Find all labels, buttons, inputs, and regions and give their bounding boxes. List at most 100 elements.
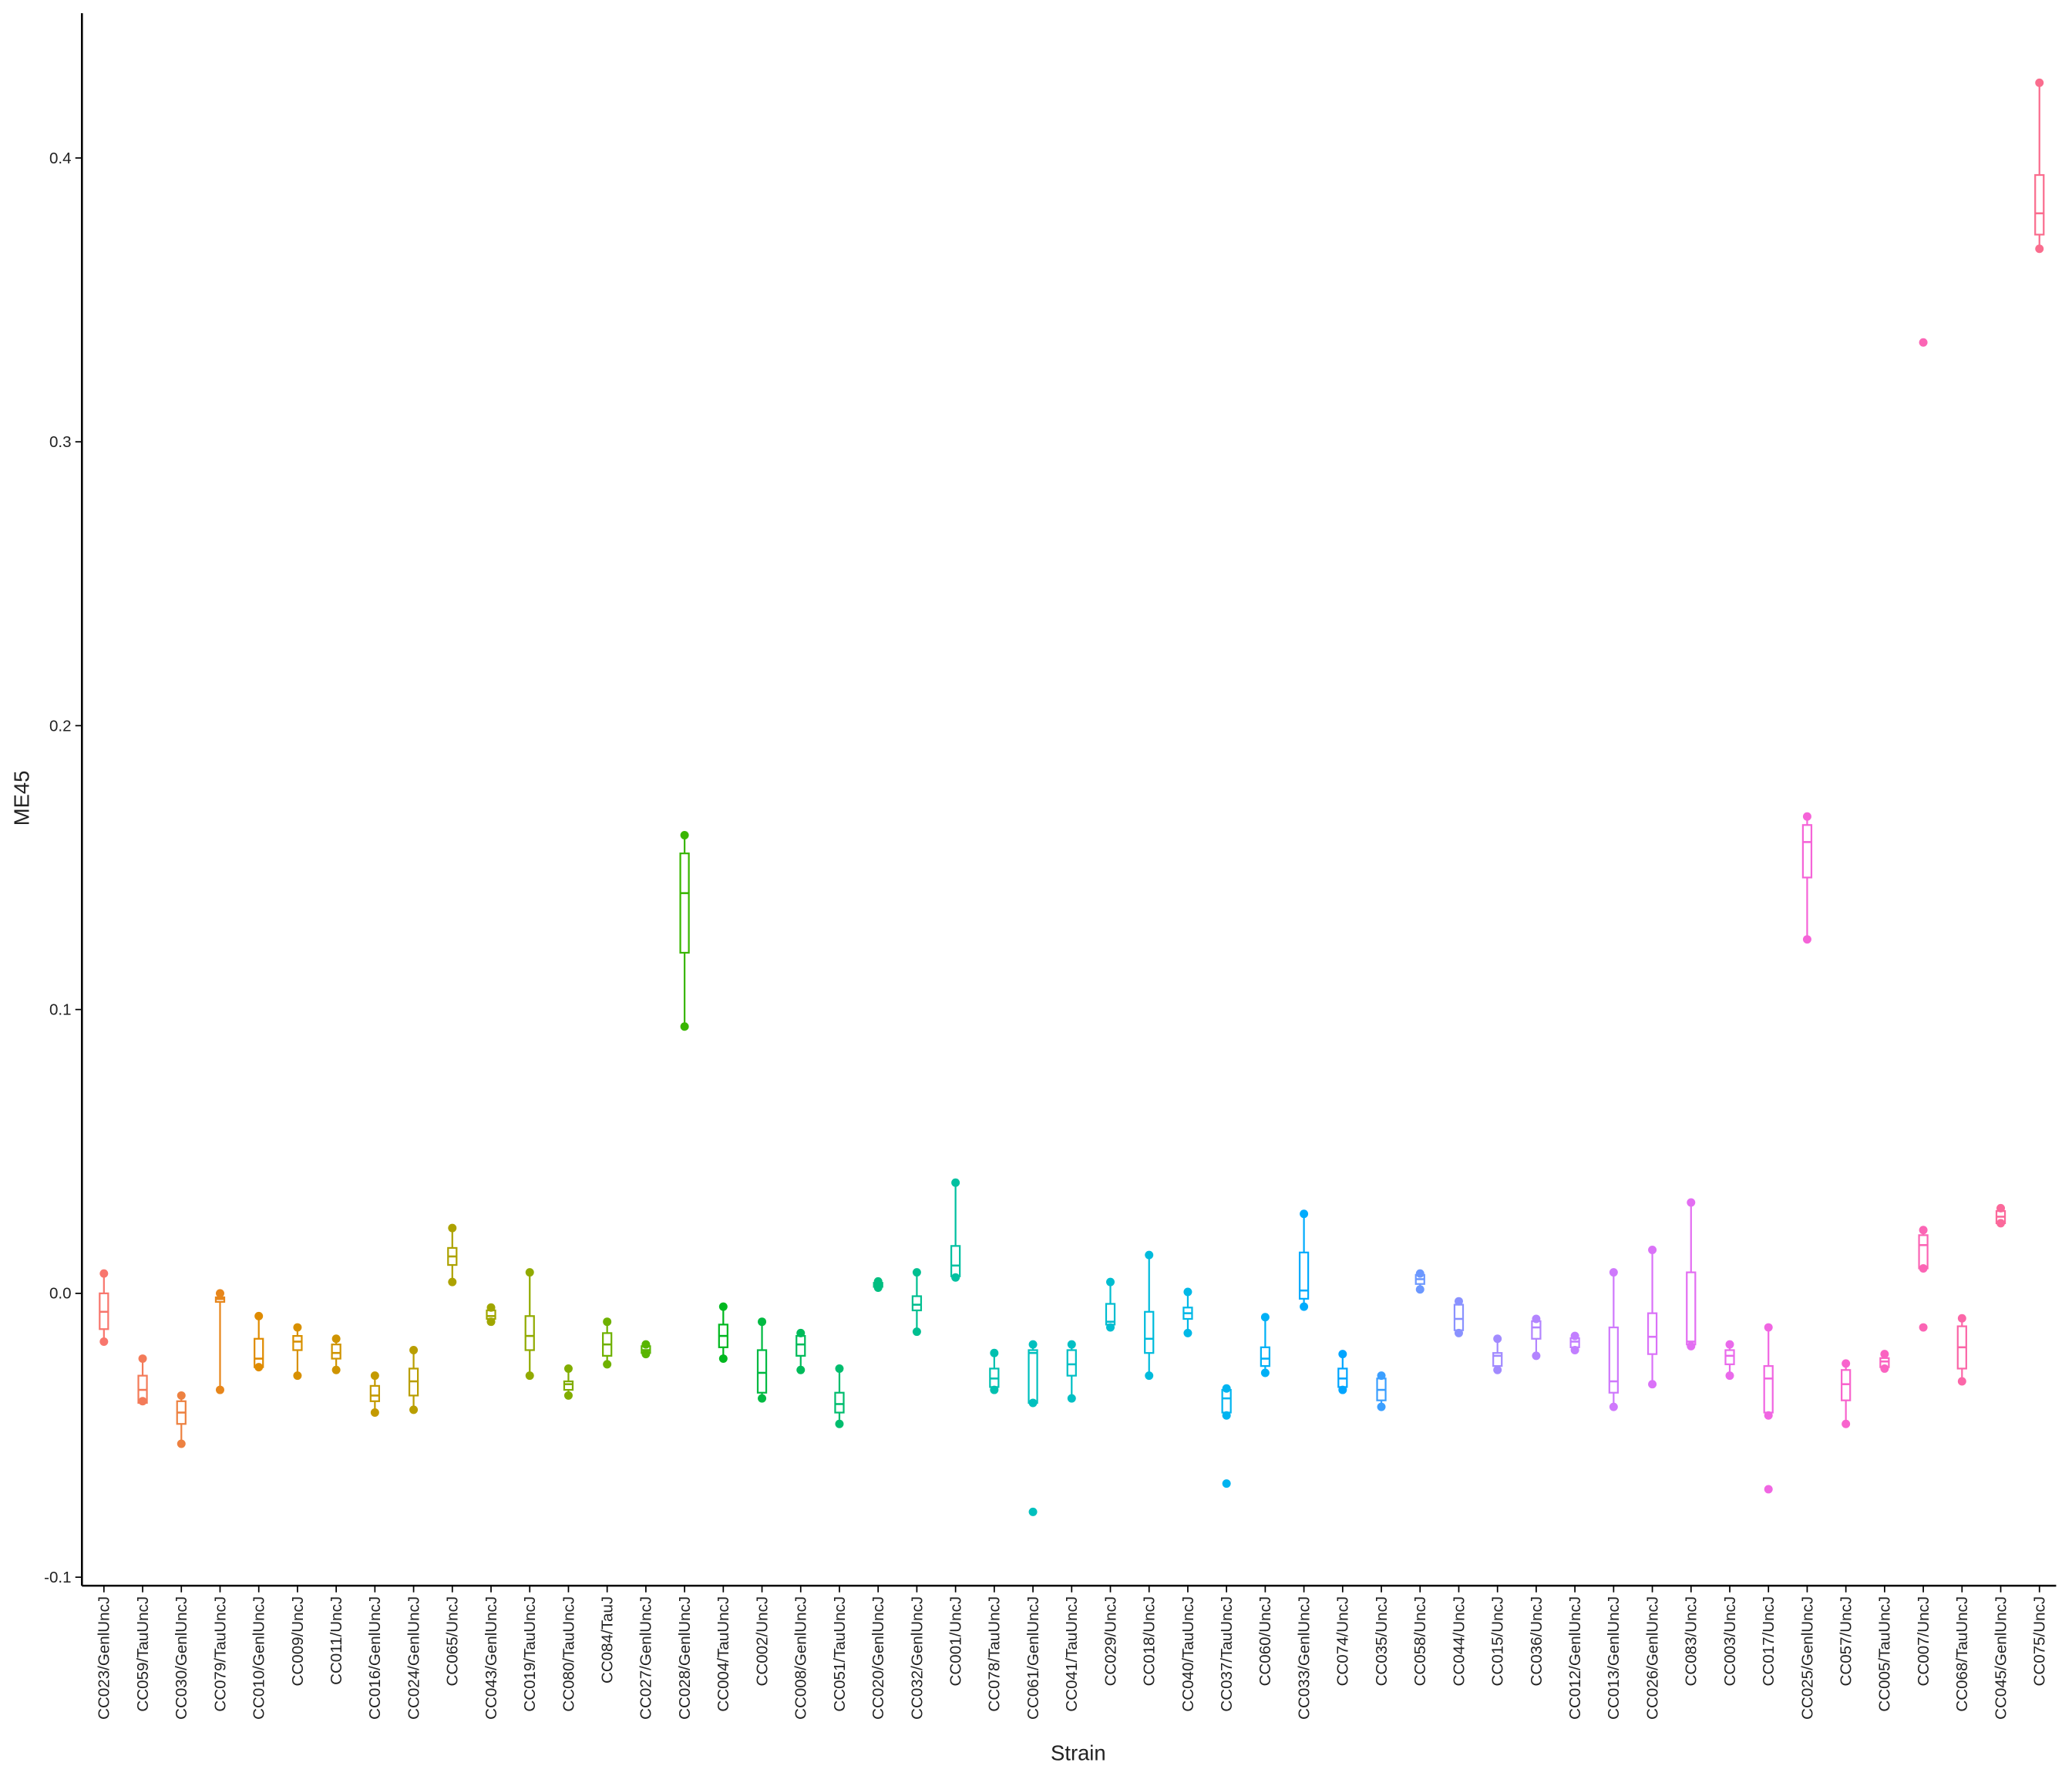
point [1260, 1313, 1270, 1322]
x-tick-label: CC074/UncJ [1334, 1596, 1352, 1687]
point [835, 1364, 844, 1373]
point [1957, 1314, 1966, 1323]
point [1415, 1269, 1424, 1278]
box [1453, 1303, 1465, 1331]
outlier [1919, 338, 1928, 347]
box [1028, 1349, 1038, 1404]
box [1918, 1234, 1929, 1270]
point [758, 1394, 767, 1403]
point [1493, 1365, 1502, 1374]
x-tick-label: CC058/UncJ [1411, 1596, 1429, 1687]
x-tick-label: CC012/GenlUncJ [1566, 1596, 1584, 1720]
point [951, 1178, 960, 1187]
box [1066, 1349, 1077, 1377]
point [796, 1328, 806, 1337]
x-tick-label: CC084/TauJ [599, 1596, 617, 1684]
x-tick-label: CC020/GenlUncJ [870, 1596, 887, 1720]
x-tick-label: CC017/UncJ [1760, 1596, 1778, 1687]
point [1300, 1302, 1309, 1311]
point [409, 1405, 419, 1414]
box [1531, 1320, 1542, 1340]
outlier [1919, 1323, 1928, 1332]
point [1802, 812, 1811, 821]
point [409, 1346, 419, 1354]
box [756, 1349, 768, 1394]
box [1686, 1271, 1697, 1346]
point [1919, 1263, 1928, 1273]
x-tick-label: CC013/GenlUncJ [1605, 1596, 1623, 1720]
point [563, 1391, 573, 1400]
y-tick-label: 0.0 [49, 1285, 72, 1303]
x-tick-label: CC068/TauUncJ [1953, 1596, 1971, 1712]
point [486, 1303, 496, 1312]
point [293, 1371, 302, 1381]
point [1222, 1411, 1231, 1420]
y-tick-label: 0.4 [49, 150, 72, 167]
x-tick-label: CC041/TauUncJ [1063, 1596, 1081, 1712]
x-tick-label: CC016/GenlUncJ [366, 1596, 384, 1720]
point [990, 1348, 999, 1357]
point [138, 1354, 147, 1364]
point [1957, 1377, 1966, 1386]
point [1687, 1341, 1696, 1350]
point [1106, 1323, 1115, 1332]
x-tick-label: CC040/TauUncJ [1179, 1596, 1197, 1712]
x-tick-label: CC035/UncJ [1373, 1596, 1391, 1687]
box [1841, 1369, 1852, 1401]
point [1764, 1323, 1773, 1332]
point [1028, 1340, 1038, 1349]
x-tick-label: CC033/GenlUncJ [1295, 1596, 1313, 1720]
point [448, 1223, 457, 1233]
box [1724, 1349, 1735, 1366]
x-tick-label: CC083/UncJ [1683, 1596, 1700, 1687]
x-tick-label: CC075/UncJ [2031, 1596, 2049, 1687]
y-tick-label: 0.3 [49, 433, 72, 451]
point [873, 1276, 883, 1286]
point [1996, 1203, 2006, 1213]
point [525, 1268, 534, 1277]
x-tick-label: CC030/GenlUncJ [173, 1596, 190, 1720]
point [331, 1365, 341, 1374]
point [1687, 1198, 1696, 1207]
point [293, 1323, 302, 1332]
x-tick-label: CC080/TauUncJ [560, 1596, 577, 1712]
point [1067, 1394, 1076, 1403]
point [370, 1408, 379, 1418]
x-tick-label: CC027/GenlUncJ [637, 1596, 655, 1720]
box [2034, 173, 2045, 236]
point [486, 1317, 496, 1327]
x-tick-label: CC015/UncJ [1489, 1596, 1507, 1687]
x-tick-label: CC037/TauUncJ [1218, 1596, 1236, 1712]
x-tick-label: CC024/GenlUncJ [405, 1596, 422, 1720]
x-tick-label: CC065/UncJ [444, 1596, 462, 1687]
point [1493, 1334, 1502, 1344]
point [563, 1364, 573, 1373]
box [1260, 1346, 1271, 1367]
point [951, 1273, 960, 1282]
x-tick-label: CC028/GenlUncJ [676, 1596, 694, 1720]
box [1221, 1388, 1232, 1414]
box [1646, 1312, 1658, 1355]
point [1183, 1328, 1192, 1337]
x-tick-label: CC026/GenlUncJ [1643, 1596, 1661, 1720]
point [177, 1391, 186, 1400]
x-tick-label: CC059/TauUncJ [134, 1596, 152, 1712]
x-tick-label: CC007/UncJ [1915, 1596, 1932, 1687]
x-tick-label: CC011/UncJ [328, 1596, 345, 1685]
x-tick-label: CC045/GenlUncJ [1992, 1596, 2010, 1720]
y-tick-label: 0.2 [49, 717, 72, 735]
x-tick-label: CC061/GenlUncJ [1024, 1596, 1042, 1720]
point [331, 1334, 341, 1344]
point [138, 1397, 147, 1406]
x-tick-label: CC023/GenlUncJ [96, 1596, 113, 1720]
point [1145, 1371, 1154, 1381]
x-tick-label: CC019/TauUncJ [521, 1596, 539, 1712]
point [1996, 1219, 2006, 1228]
box [796, 1334, 806, 1357]
point [1532, 1314, 1541, 1324]
point [758, 1317, 767, 1327]
point [1300, 1209, 1309, 1219]
point [796, 1365, 806, 1374]
point [1028, 1398, 1038, 1408]
